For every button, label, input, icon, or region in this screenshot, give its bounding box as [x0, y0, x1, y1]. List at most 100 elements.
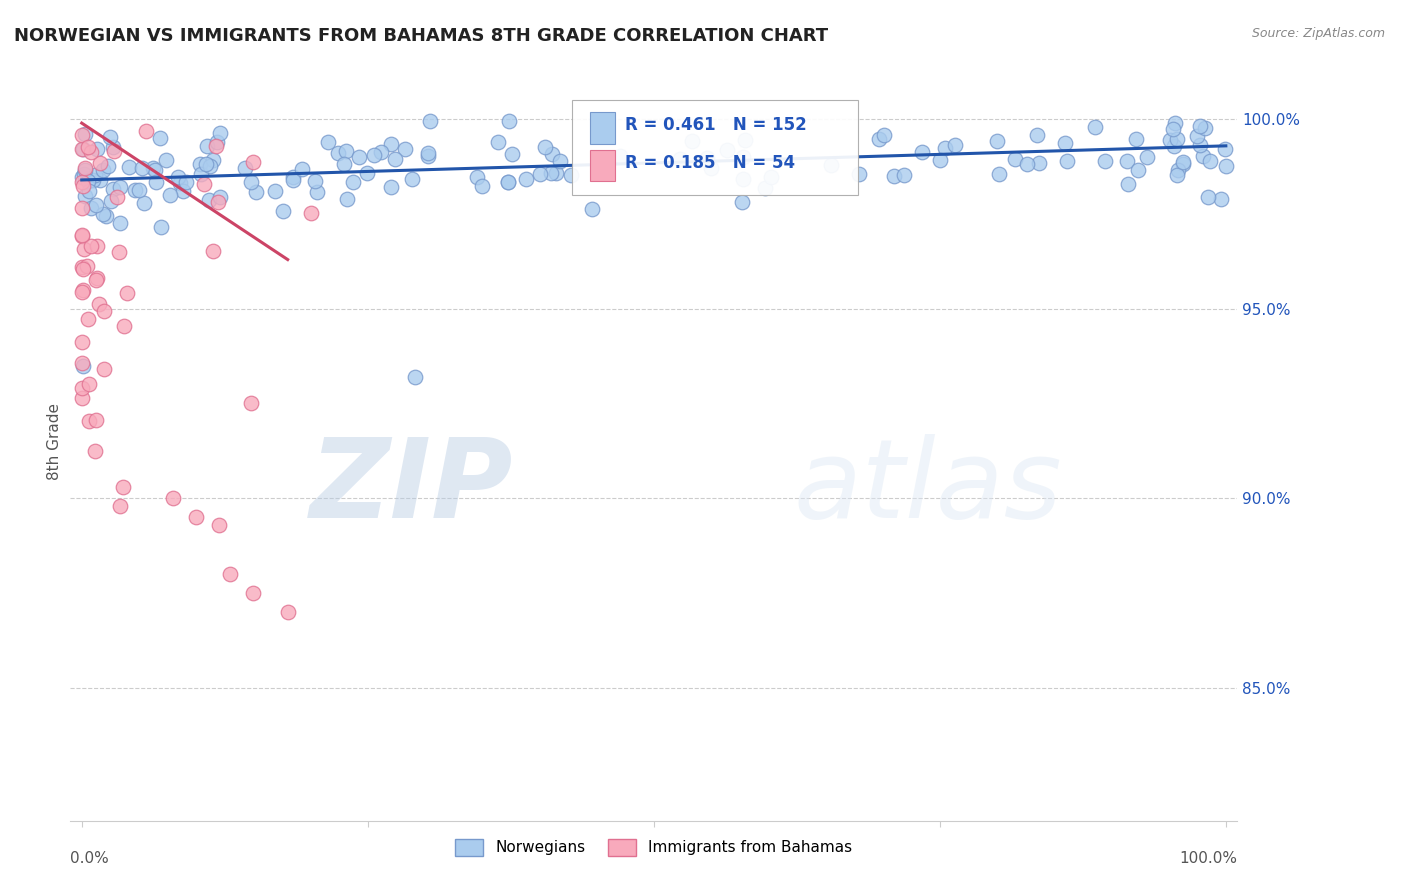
Point — [91, 207, 114, 221]
Point — [943, 137, 966, 152]
Point — [72, 169, 94, 184]
Point — [96, 209, 118, 223]
Point — [581, 202, 603, 216]
Point — [89, 156, 111, 170]
Point — [91, 163, 114, 178]
Point — [1209, 192, 1232, 206]
Point — [1026, 128, 1049, 143]
Point — [150, 220, 173, 235]
Point — [72, 142, 94, 156]
Point — [281, 173, 304, 187]
Point — [240, 175, 263, 189]
Point — [1191, 149, 1213, 163]
Point — [239, 396, 262, 410]
Point — [70, 285, 93, 299]
Point — [72, 262, 94, 277]
FancyBboxPatch shape — [589, 112, 616, 144]
Point — [143, 162, 166, 177]
Point — [305, 186, 328, 200]
Point — [72, 359, 94, 373]
Point — [201, 244, 224, 258]
Point — [76, 174, 98, 188]
Point — [86, 239, 108, 253]
Point — [498, 175, 520, 189]
Point — [84, 413, 107, 427]
Point — [195, 157, 218, 171]
Point — [716, 143, 738, 157]
Point — [112, 319, 135, 334]
Point — [1166, 169, 1188, 183]
Point — [105, 190, 128, 204]
Point — [820, 158, 842, 172]
Point — [70, 356, 93, 370]
Point — [893, 168, 915, 182]
Point — [89, 297, 111, 311]
Point — [70, 391, 93, 405]
Point — [467, 169, 489, 184]
Point — [233, 161, 256, 175]
Point — [190, 167, 212, 181]
Point — [108, 500, 131, 514]
Point — [349, 150, 371, 164]
Legend: Norwegians, Immigrants from Bahamas: Norwegians, Immigrants from Bahamas — [450, 832, 858, 863]
Point — [208, 517, 231, 532]
Point — [195, 138, 218, 153]
Point — [501, 147, 523, 161]
Point — [100, 194, 122, 209]
Point — [529, 167, 551, 181]
Point — [70, 381, 93, 395]
Point — [245, 185, 267, 199]
Point — [101, 182, 124, 196]
Point — [264, 185, 287, 199]
FancyBboxPatch shape — [572, 101, 858, 195]
Point — [730, 194, 752, 209]
Point — [149, 131, 172, 145]
Point — [162, 491, 184, 506]
Point — [929, 153, 952, 168]
Point — [70, 128, 93, 142]
Text: R = 0.461   N = 152: R = 0.461 N = 152 — [624, 116, 807, 135]
Point — [299, 205, 322, 219]
Point — [73, 161, 96, 175]
Point — [335, 144, 357, 158]
Point — [204, 138, 226, 153]
Point — [93, 303, 115, 318]
Point — [731, 150, 754, 164]
Point — [209, 126, 232, 140]
Point — [363, 148, 385, 162]
Point — [198, 193, 221, 207]
Point — [754, 181, 776, 195]
Point — [77, 184, 100, 198]
Point — [75, 189, 97, 203]
Point — [135, 124, 157, 138]
Point — [1159, 133, 1181, 147]
Point — [70, 143, 93, 157]
Point — [911, 145, 934, 159]
Point — [404, 370, 426, 384]
Point — [546, 166, 568, 180]
Point — [73, 242, 96, 256]
Point — [86, 142, 108, 156]
Point — [207, 136, 229, 150]
Point — [326, 145, 349, 160]
Point — [1185, 129, 1208, 144]
Point — [132, 195, 155, 210]
Point — [193, 177, 215, 191]
Point — [1166, 132, 1188, 146]
Point — [80, 239, 103, 253]
Point — [1188, 120, 1211, 134]
Point — [242, 154, 264, 169]
Point — [188, 156, 211, 170]
Point — [271, 204, 294, 219]
Point — [486, 135, 509, 149]
Point — [159, 188, 181, 202]
Point — [1167, 163, 1189, 178]
Point — [84, 444, 107, 458]
Point — [124, 183, 146, 197]
Point — [98, 130, 121, 145]
Point — [111, 480, 134, 494]
Point — [76, 259, 98, 273]
Point — [394, 142, 416, 156]
Point — [316, 136, 339, 150]
Point — [201, 153, 224, 167]
